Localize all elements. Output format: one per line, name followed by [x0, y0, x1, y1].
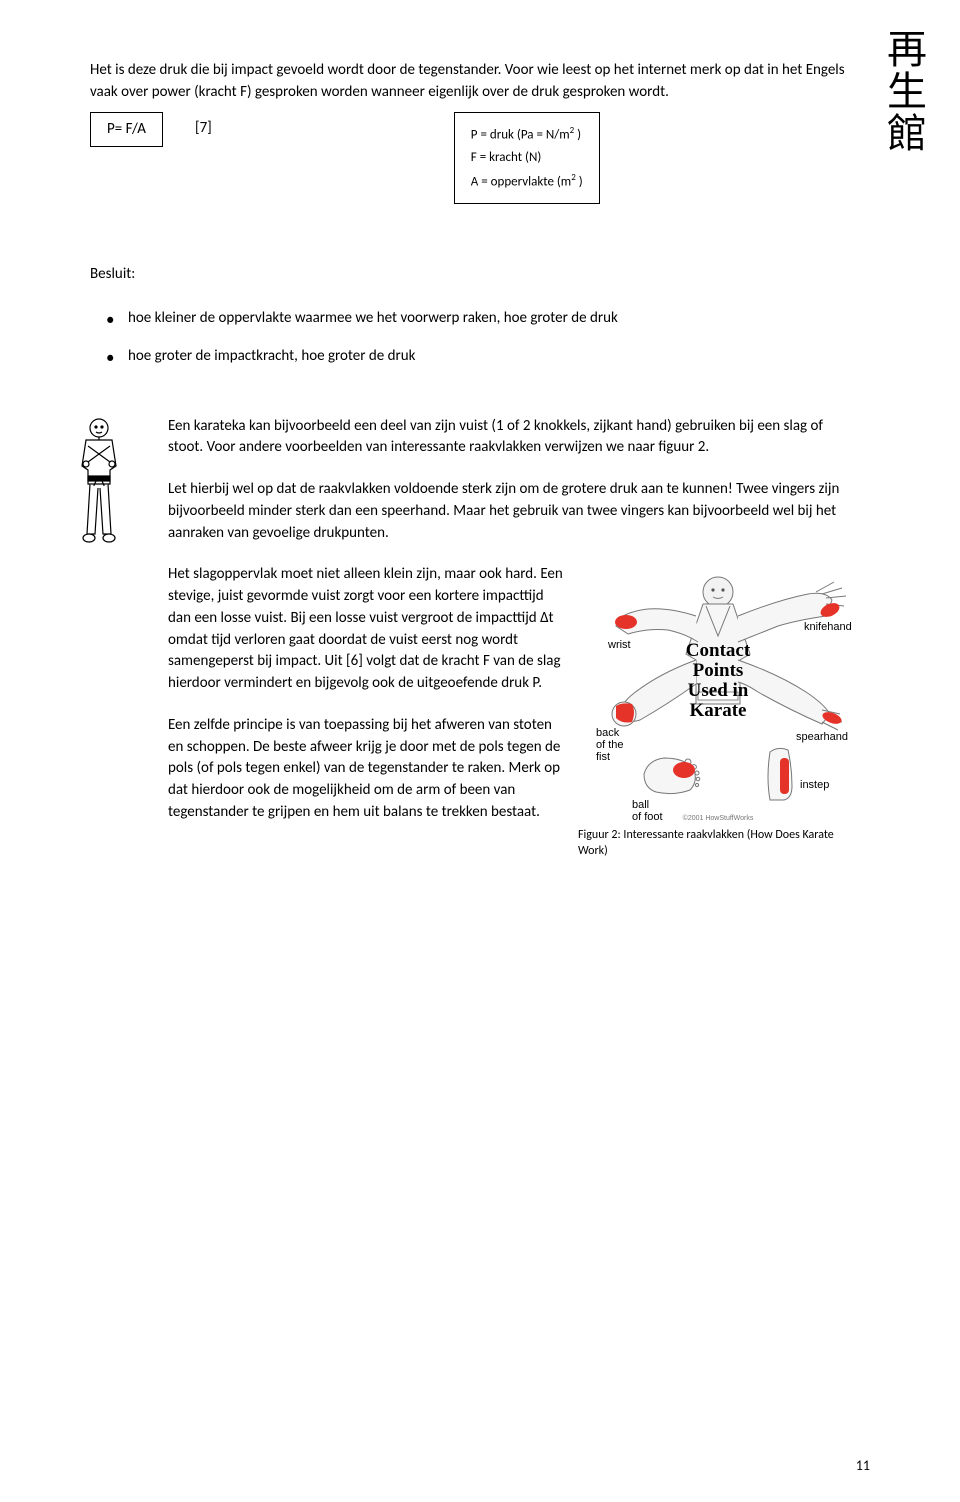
legend-l3-post: ) [576, 174, 583, 189]
contact-backfist [616, 704, 634, 723]
fig2-title-1: Contact [686, 640, 751, 661]
fig2-title-4: Karate [690, 700, 747, 721]
label-wrist: wrist [607, 639, 631, 651]
contact-wrist [615, 615, 637, 629]
fig2-copyright: ©2001 HowStuffWorks [683, 814, 754, 822]
label-backfist-2: of the [596, 739, 624, 751]
label-ballfoot-2: of foot [632, 811, 663, 823]
body-block: Een karateka kan bijvoorbeeld een deel v… [168, 416, 858, 864]
contact-instep [780, 758, 789, 794]
legend-box: P = druk (Pa = N/m2 ) F = kracht (N) A =… [454, 112, 600, 205]
body-p2: Let hierbij wel op dat de raakvlakken vo… [168, 479, 858, 544]
label-spearhand: spearhand [796, 731, 848, 743]
formula-box: P= F/A [90, 112, 163, 148]
legend-l2: F = kracht (N) [471, 146, 583, 169]
formula-row: P= F/A [7] P = druk (Pa = N/m2 ) F = kra… [90, 112, 870, 205]
body-p1: Een karateka kan bijvoorbeeld een deel v… [168, 416, 858, 460]
label-knifehand: knifehand [804, 621, 852, 633]
contact-ballfoot [673, 762, 695, 778]
karateka-icon [68, 416, 130, 546]
label-backfist-3: fist [596, 751, 610, 763]
list-item: hoe kleiner de oppervlakte waarmee we he… [128, 308, 870, 330]
formula-ref: [7] [195, 112, 212, 140]
list-item: hoe groter de impactkracht, hoe groter d… [128, 346, 870, 368]
kanji-vertical: 再生館 [882, 28, 924, 154]
label-ballfoot-1: ball [632, 799, 649, 811]
figure-2: wrist knifehand back of the fist [578, 564, 858, 859]
legend-l3-pre: A = oppervlakte (m [471, 174, 571, 189]
contact-points-diagram: wrist knifehand back of the fist [578, 564, 858, 824]
legend-l1-pre: P = druk (Pa = N/m [471, 127, 570, 142]
label-backfist-1: back [596, 727, 620, 739]
fig2-title-2: Points [693, 660, 744, 681]
figure-2-caption: Figuur 2: Interessante raakvlakken (How … [578, 828, 858, 859]
fig2-title-3: Used in [688, 680, 749, 701]
label-instep: instep [800, 779, 829, 791]
page-number: 11 [856, 1456, 870, 1476]
bullet-list: hoe kleiner de oppervlakte waarmee we he… [90, 308, 870, 368]
intro-paragraph: Het is deze druk die bij impact gevoeld … [90, 60, 850, 104]
section-title: Besluit: [90, 264, 870, 286]
legend-l1-post: ) [574, 127, 581, 142]
